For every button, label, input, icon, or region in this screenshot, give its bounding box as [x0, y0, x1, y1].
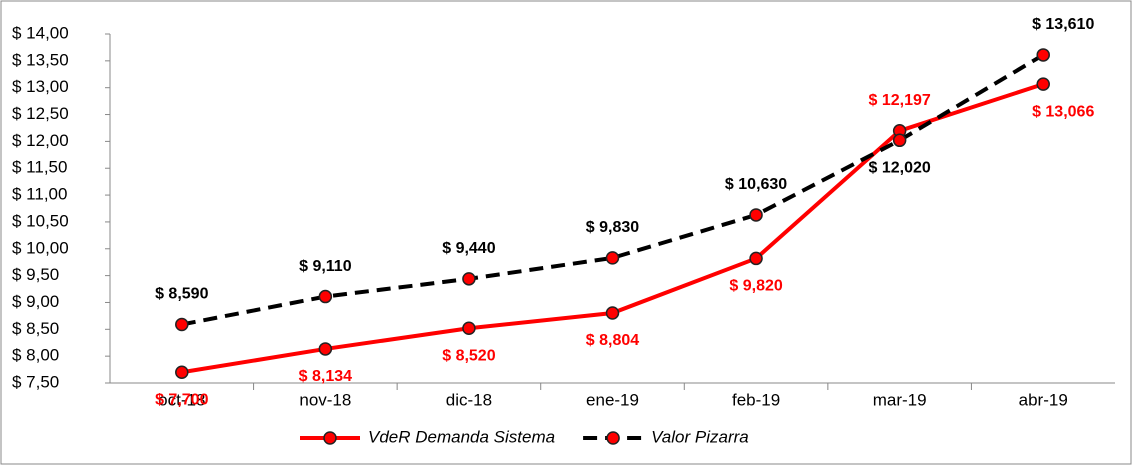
y-tick-label: $ 11,50 — [12, 158, 67, 177]
data-label: $ 7,700 — [155, 391, 208, 408]
point — [318, 289, 333, 304]
y-tick-label: $ 14,00 — [12, 23, 69, 42]
point — [749, 208, 763, 222]
data-label: $ 13,066 — [1032, 103, 1094, 120]
x-tick-label: abr-19 — [1019, 390, 1068, 409]
x-tick-label: nov-18 — [299, 390, 351, 409]
point — [318, 342, 333, 356]
y-tick-label: $ 9,50 — [12, 265, 59, 284]
legend-marker — [606, 431, 620, 445]
y-tick-label: $ 12,50 — [12, 104, 69, 123]
y-tick-label: $ 8,00 — [12, 346, 59, 365]
point — [1036, 48, 1050, 62]
data-label: $ 8,520 — [442, 347, 495, 364]
y-tick-label: $ 11,00 — [12, 185, 67, 204]
x-tick-label: ene-19 — [586, 390, 639, 409]
point — [1036, 77, 1050, 91]
x-tick-label: mar-19 — [873, 390, 927, 409]
y-tick-label: $ 10,00 — [12, 238, 69, 257]
data-label: $ 9,830 — [586, 219, 639, 236]
point — [749, 251, 763, 266]
point — [462, 272, 476, 286]
data-label: $ 12,197 — [869, 92, 931, 109]
y-tick-label: $ 9,00 — [12, 292, 59, 311]
y-tick-label: $ 10,50 — [12, 211, 69, 230]
x-tick-label: oct-18 — [158, 390, 205, 409]
y-tick-label: $ 8,50 — [12, 319, 59, 338]
y-tick-label: $ 12,00 — [12, 131, 69, 150]
point — [892, 133, 907, 148]
data-label: $ 9,820 — [729, 278, 782, 295]
data-label: $ 8,804 — [586, 332, 639, 349]
legend-marker — [323, 431, 337, 445]
x-tick-label: feb-19 — [732, 390, 780, 409]
legend-label: Valor Pizarra — [651, 427, 749, 446]
y-tick-label: $ 7,50 — [12, 372, 59, 391]
x-tick-label: dic-18 — [446, 390, 492, 409]
data-label: $ 12,020 — [869, 160, 931, 177]
y-tick-label: $ 13,50 — [12, 50, 69, 69]
y-tick-label: $ 13,00 — [12, 77, 69, 96]
data-label: $ 13,610 — [1032, 16, 1094, 33]
point — [605, 251, 620, 265]
point — [175, 365, 189, 380]
data-label: $ 8,590 — [155, 286, 208, 303]
point — [462, 321, 476, 335]
data-label: $ 10,630 — [725, 176, 787, 193]
data-label: $ 8,134 — [299, 368, 352, 385]
data-label: $ 9,440 — [442, 240, 495, 257]
point — [605, 306, 620, 320]
legend-label: VdeR Demanda Sistema — [368, 427, 555, 446]
point — [175, 317, 189, 332]
data-label: $ 9,110 — [299, 258, 352, 275]
